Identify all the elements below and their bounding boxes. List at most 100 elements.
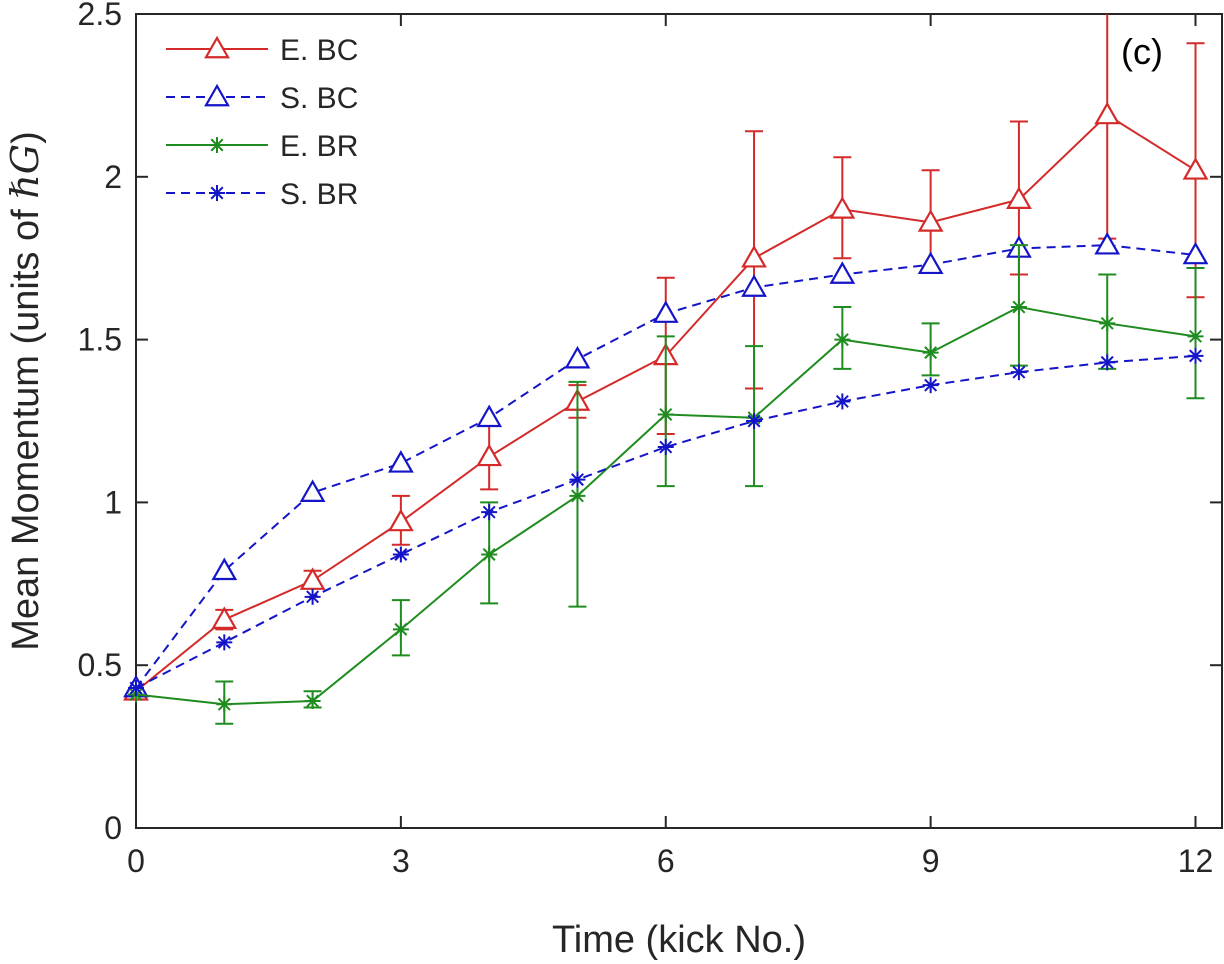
- data-point: [917, 251, 944, 275]
- data-point: [1006, 186, 1032, 209]
- legend-label: S. BC: [280, 82, 358, 115]
- data-point: [569, 487, 586, 504]
- y-tick-label: 1.5: [78, 322, 122, 358]
- legend-entry-e-br: E. BR: [166, 130, 358, 163]
- legend-label: E. BC: [280, 34, 358, 67]
- data-point: [128, 679, 144, 696]
- star-arm: [394, 622, 408, 636]
- star-arm: [924, 346, 938, 360]
- data-point: [481, 504, 498, 521]
- data-point: [1010, 299, 1027, 316]
- data-point: [922, 344, 939, 361]
- panel-label: (c): [1121, 31, 1163, 72]
- star-arm: [306, 694, 320, 708]
- star-arm: [924, 378, 938, 392]
- data-point: [387, 508, 414, 532]
- star-arm: [210, 186, 224, 200]
- legend-entry-e-bc: E. BC: [166, 34, 358, 67]
- series-e-br: [128, 244, 1205, 725]
- y-axis-title-math: ℏG: [3, 144, 47, 199]
- star-arm: [659, 408, 673, 421]
- data-point: [304, 588, 321, 605]
- legend-label: S. BR: [280, 178, 358, 211]
- data-point: [392, 621, 409, 638]
- x-tick-label: 6: [657, 843, 675, 879]
- data-point: [481, 546, 498, 563]
- data-point: [657, 439, 674, 456]
- star-arm: [835, 333, 849, 347]
- data-point: [1010, 364, 1027, 381]
- star-arm: [570, 473, 584, 487]
- star-arm: [210, 138, 224, 152]
- data-point: [1094, 101, 1121, 125]
- star-arm: [1100, 355, 1114, 369]
- series-layer: [123, 14, 1209, 725]
- data-point: [387, 450, 414, 473]
- data-point: [211, 557, 238, 581]
- data-point: [834, 393, 851, 410]
- tick-layer: 0 3 6 9 12 0 0.5 1 1.5 2 2.5: [78, 0, 1222, 879]
- y-tick-label: 0: [104, 810, 122, 846]
- data-point: [657, 406, 674, 423]
- star-arm: [659, 440, 673, 454]
- plot-area: 0 3 6 9 12 0 0.5 1 1.5 2 2.5: [78, 0, 1223, 879]
- y-tick-label: 2: [104, 159, 122, 195]
- data-point: [741, 244, 767, 268]
- legend-marker: [209, 185, 225, 201]
- data-point: [476, 443, 503, 467]
- star-arm: [747, 414, 761, 428]
- error-bar: [1098, 14, 1117, 240]
- star-arm: [129, 681, 143, 695]
- series-s-br: [128, 347, 1204, 696]
- y-tick-label: 1: [104, 484, 122, 520]
- legend-marker: [204, 35, 230, 59]
- star-arm: [1189, 349, 1202, 363]
- legend-label: E. BR: [280, 130, 358, 163]
- data-point: [1094, 231, 1121, 255]
- data-point: [216, 634, 233, 651]
- y-axis-title-suffix: ): [5, 131, 47, 144]
- y-tick-label: 2.5: [78, 0, 122, 32]
- star-arm: [835, 394, 849, 408]
- star-arm: [482, 548, 496, 561]
- data-point: [1187, 347, 1204, 364]
- data-point: [917, 209, 944, 232]
- legend-marker: [209, 137, 225, 153]
- x-axis-title: Time (kick No.): [552, 919, 806, 961]
- legend-entry-s-br: S. BR: [166, 178, 358, 211]
- data-point: [829, 196, 856, 219]
- star-arm: [1012, 300, 1026, 314]
- data-point: [211, 606, 238, 629]
- star-arm: [1189, 329, 1202, 343]
- star-arm: [217, 635, 231, 649]
- plot-frame: [135, 13, 1223, 829]
- star-arm: [1100, 316, 1114, 330]
- data-point: [304, 693, 321, 710]
- y-tick-label: 0.5: [78, 647, 122, 683]
- x-tick-label: 12: [1178, 843, 1214, 879]
- legend-marker: [204, 83, 230, 107]
- data-point: [299, 479, 326, 502]
- star-arm: [1012, 365, 1026, 379]
- star-arm: [306, 590, 320, 604]
- data-point: [652, 300, 679, 323]
- data-point: [299, 567, 326, 590]
- data-point: [741, 274, 767, 297]
- data-point: [1182, 241, 1209, 265]
- star-arm: [217, 697, 231, 711]
- data-point: [1099, 354, 1116, 371]
- legend-entry-s-bc: S. BC: [166, 82, 358, 115]
- data-point: [834, 331, 851, 348]
- y-axis-title: Mean Momentum (units of ℏG): [3, 131, 47, 650]
- star-arm: [394, 548, 408, 561]
- data-point: [829, 261, 856, 284]
- data-point: [392, 546, 409, 563]
- y-axis-title-prefix: Mean Momentum (units of: [5, 199, 47, 651]
- data-point: [569, 471, 586, 488]
- data-point: [1099, 315, 1116, 332]
- legend: E. BC S. BC E. BR S. BR: [166, 34, 358, 211]
- x-tick-label: 9: [922, 843, 940, 879]
- x-tick-label: 3: [392, 843, 410, 879]
- x-tick-label: 0: [127, 843, 145, 879]
